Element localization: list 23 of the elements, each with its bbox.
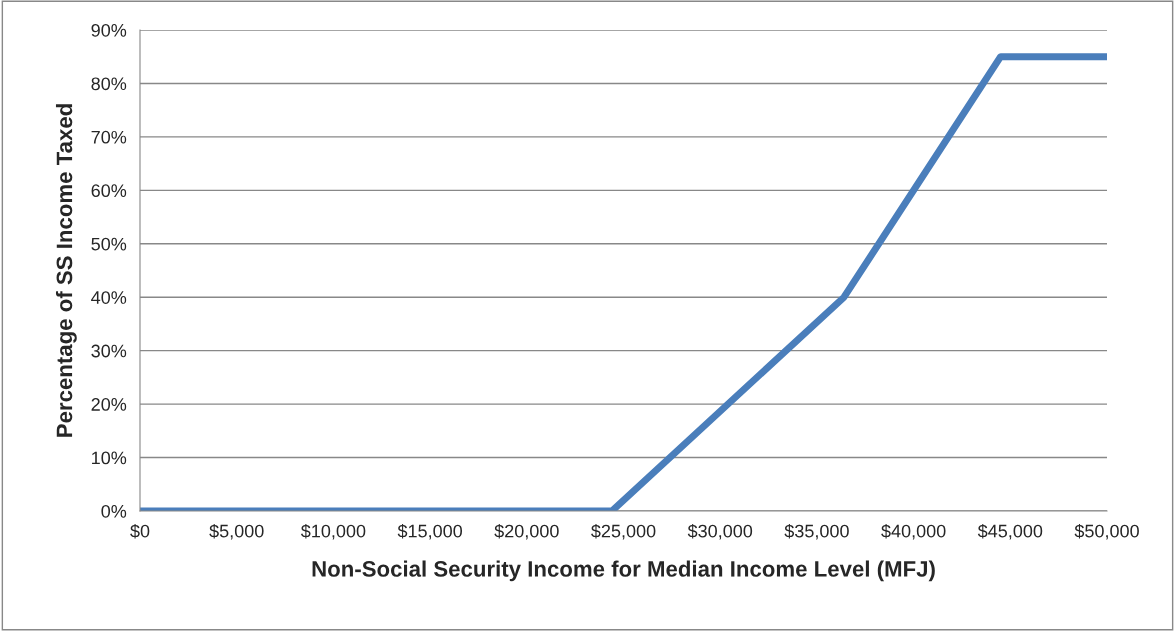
y-tick-label: 40% [91,291,127,304]
y-tick-label: 0% [101,504,127,518]
x-tick-label: $0 [130,523,150,539]
y-tick-label: 60% [91,184,127,198]
y-tick-label: 70% [91,130,127,144]
y-tick-label: 10% [92,451,127,465]
y-tick-label: 90% [91,23,127,37]
y-axis-title: Percentage of SS Income Taxed [55,104,77,437]
x-tick-label: $10,000 [300,523,366,540]
x-tick-label: $40,000 [881,523,946,540]
y-tick-label: 20% [91,398,127,411]
y-tick-label: 80% [91,77,127,91]
x-tick-label: $15,000 [397,523,463,540]
y-tick-label: 30% [91,344,127,358]
x-tick-label: $35,000 [784,523,849,540]
x-tick-label: $25,000 [591,523,656,540]
x-tick-label: $20,000 [494,523,559,540]
x-tick-label: $50,000 [1074,523,1139,540]
x-tick-label: $45,000 [977,523,1043,540]
x-axis-title: Non-Social Security Income for Median Income Level (MFJ) [312,560,935,582]
y-tick-label: 50% [91,237,127,251]
x-tick-label: $5,000 [209,523,264,540]
x-tick-label: $30,000 [687,523,753,540]
